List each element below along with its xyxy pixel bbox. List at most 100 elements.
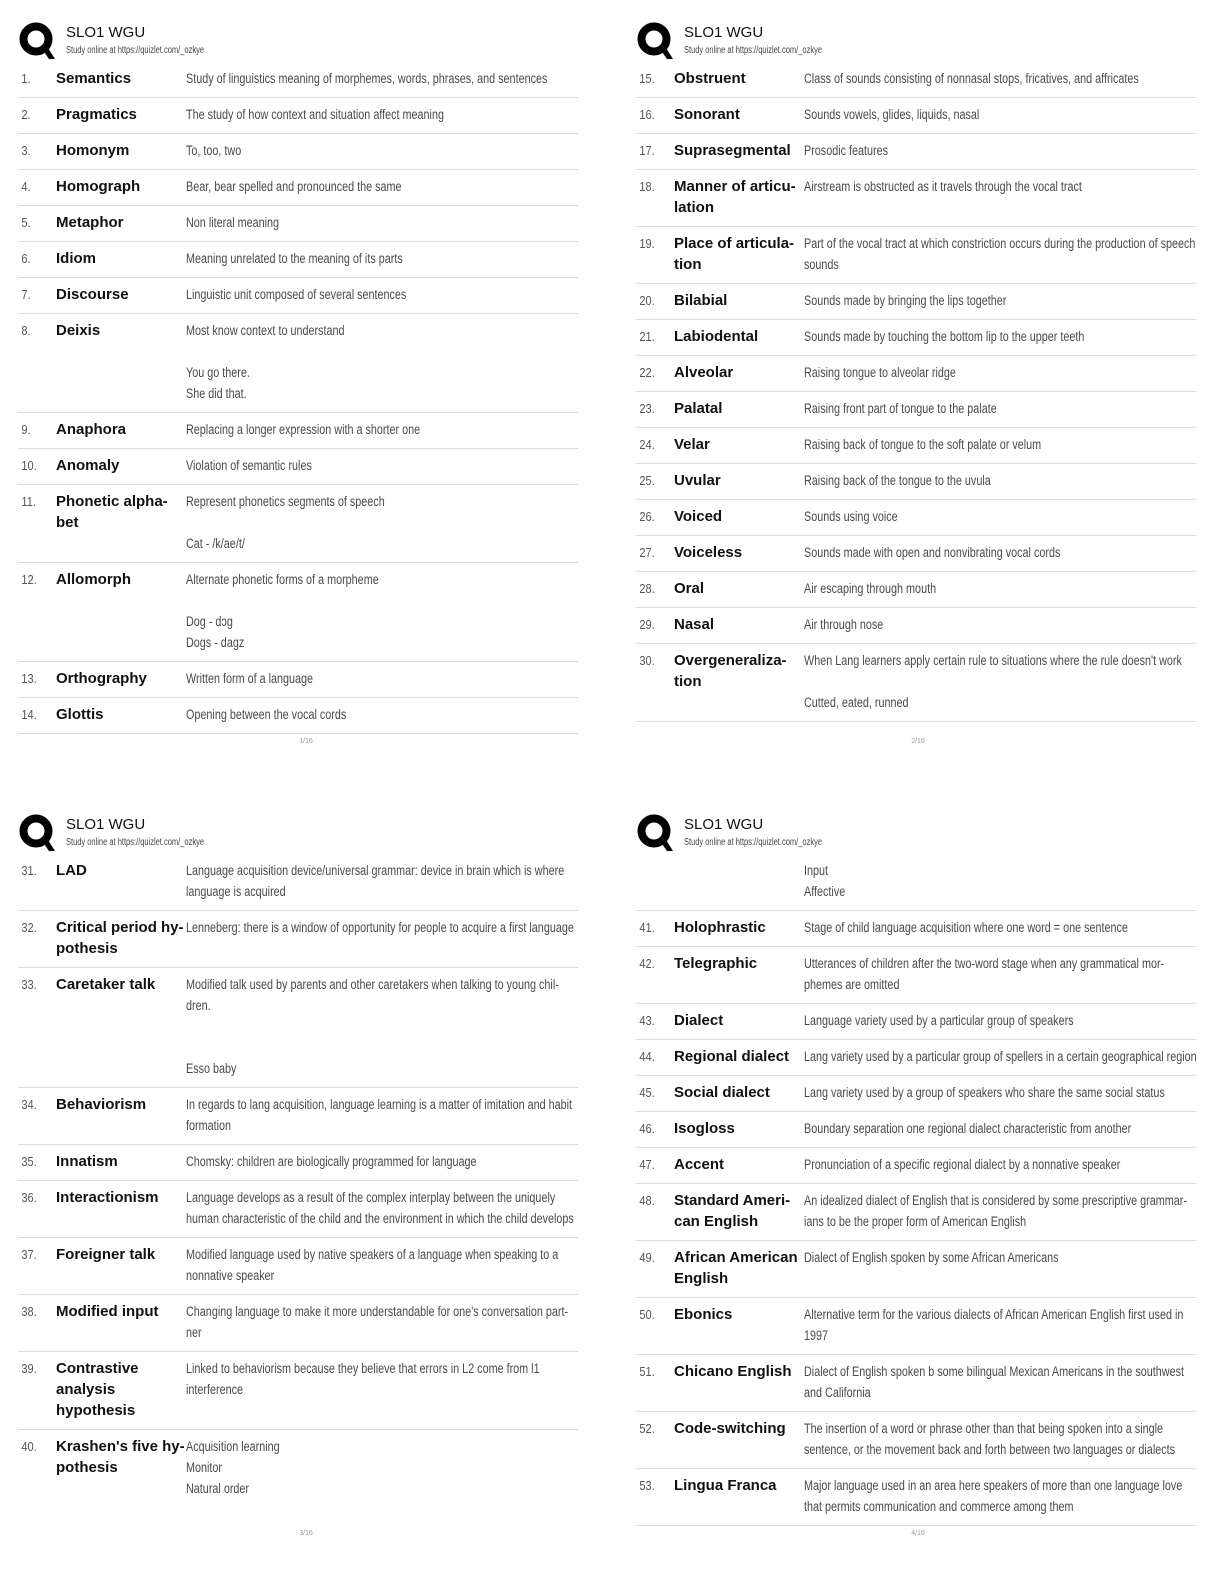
definition-line: An idealized dialect of English that is … [804,1193,1187,1208]
flashcard-row: 53. Lingua Franca Major language used in a… [636,1469,1196,1526]
card-number: 10. [21,458,37,473]
quizlet-logo-icon [18,22,56,60]
term-line: Behaviorism [56,1096,147,1113]
card-number: 30. [639,653,655,668]
term-line: Lingua Franca [674,1477,777,1494]
document-title: SLO1 WGU [684,816,764,833]
card-term: Glottis [56,704,186,725]
card-number: 12. [21,572,37,587]
term-line: Voiced [674,508,723,525]
card-number: 13. [21,671,37,686]
flashcard-row: 16. Sonorant Sounds vowels, glides, liquid… [636,98,1196,134]
card-term: Metaphor [56,212,186,233]
definition-line: Meaning unrelated to the meaning of its … [186,251,403,266]
definition-line [804,671,1182,692]
flashcard-row: 22. Alveolar Raising tongue to alveolar ri… [636,356,1196,392]
definition-line: Airstream is obstructed as it travels th… [804,179,1082,194]
card-term: Ebonics [674,1304,804,1346]
definition-line: that permits communication and commerce … [804,1499,1074,1514]
definition-line: language is acquired [186,884,286,899]
flashcard-row: 30. Overgeneraliza-tion When Lang learners… [636,644,1196,722]
page-number: 1/16 [299,738,313,745]
term-line: bet [56,514,79,531]
term-line: English [674,1270,729,1287]
definition-line: Acquisition learning [186,1439,280,1454]
flashcard-row: 23. Palatal Raising front part of tongue t… [636,392,1196,428]
quizlet-logo-icon [636,814,674,852]
card-definition: Air through nose [804,614,1196,635]
card-definition: The insertion of a word or phrase other … [804,1418,1224,1460]
card-term: Homograph [56,176,186,197]
card-number: 18. [639,179,655,194]
term-line: Labiodental [674,328,759,345]
term-line: Alveolar [674,364,734,381]
definition-line: Lenneberg: there is a window of opportun… [186,920,574,935]
flashcard-list: 1. Semantics Study of linguistics meaning … [18,62,578,734]
page-number: 4/16 [911,1530,925,1537]
definition-line: Represent phonetics segments of speech [186,494,385,509]
term-line: Anomaly [56,457,120,474]
definition-line: Language acquisition device/universal gr… [186,863,565,878]
card-definition: Lang variety used by a particular group … [804,1046,1224,1067]
definition-line: ians to be the proper form of American E… [804,1214,1027,1229]
term-line: Obstruent [674,70,746,87]
card-definition: Air escaping through mouth [804,578,1196,599]
definition-line: Dialect of English spoken by some Africa… [804,1250,1059,1265]
definition-line [186,1016,559,1037]
flashcard-row: 37. Foreigner talk Modified language used … [18,1238,578,1295]
flashcard-row: 6. Idiom Meaning unrelated to the meaning … [18,242,578,278]
flashcard-list: 15. Obstruent Class of sounds consisting o… [636,62,1196,722]
card-term: Allomorph [56,569,186,653]
card-term: Uvular [674,470,804,491]
card-term: Innatism [56,1151,186,1172]
definition-line: Language variety used by a particular gr… [804,1013,1074,1028]
card-number: 24. [639,437,655,452]
term-line: Idiom [56,250,96,267]
card-number: 21. [639,329,655,344]
definition-line [186,341,500,362]
definition-line: The insertion of a word or phrase other … [804,1421,1164,1436]
card-term: Obstruent [674,68,804,89]
card-term: Krashen's five hy-pothesis [56,1436,186,1499]
card-term: Holophrastic [674,917,804,938]
card-term: Isogloss [674,1118,804,1139]
card-term: Social dialect [674,1082,804,1103]
card-term: Oral [674,578,804,599]
term-line: Foreigner talk [56,1246,156,1263]
card-term: Telegraphic [674,953,804,995]
flashcard-row: 26. Voiced Sounds using voice [636,500,1196,536]
flashcard-row: 46. Isogloss Boundary separation one regio… [636,1112,1196,1148]
study-online-link: Study online at https://quizlet.com/_ozk… [684,837,822,848]
flashcard-row: 47. Accent Pronunciation of a specific reg… [636,1148,1196,1184]
definition-line: Utterances of children after the two-wor… [804,956,1165,971]
definition-line: and California [804,1385,871,1400]
definition-line: Alternative term for the various dialect… [804,1307,1184,1322]
card-number: 31. [21,863,37,878]
flashcard-row: 35. Innatism Chomsky: children are biologi… [18,1145,578,1181]
definition-line: Linguistic unit composed of several sent… [186,287,407,302]
definition-line: Affective [804,884,846,899]
definition-line: Raising back of tongue to the soft palat… [804,437,1042,452]
card-number: 53. [639,1478,655,1493]
card-number: 2. [21,107,31,122]
flashcard-row: 15. Obstruent Class of sounds consisting o… [636,62,1196,98]
card-definition: Opening between the vocal cords [186,704,578,725]
term-line: analysis [56,1381,116,1398]
definition-line: Monitor [186,1460,223,1475]
card-definition: Pronunciation of a specific regional dia… [804,1154,1200,1175]
card-definition: Sounds made with open and nonvibrating v… [804,542,1196,563]
card-number: 1. [21,71,31,86]
card-term [674,860,804,902]
definition-line: Cutted, eated, runned [804,695,909,710]
flashcard-row: 48. Standard Ameri-can English An idealize… [636,1184,1196,1241]
card-definition: Prosodic features [804,140,1196,161]
card-definition: Violation of semantic rules [186,455,578,476]
definition-line: Bear, bear spelled and pronounced the sa… [186,179,402,194]
card-definition: Modified language used by native speaker… [186,1244,651,1286]
term-line: Uvular [674,472,721,489]
card-number: 48. [639,1193,655,1208]
definition-line: Lang variety used by a group of speakers… [804,1085,1165,1100]
card-number: 14. [21,707,37,722]
term-line: Telegraphic [674,955,758,972]
definition-line: ner [186,1325,202,1340]
